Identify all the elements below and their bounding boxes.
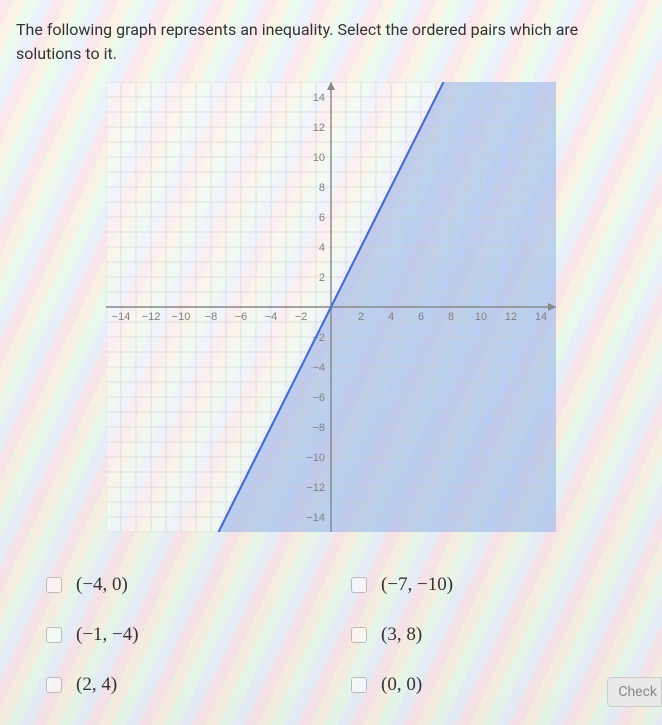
svg-text:12: 12 [313,122,325,134]
ordered-pair: (2, 4) [76,674,117,696]
option-row[interactable]: (3, 8) [351,624,616,646]
svg-text:−8: −8 [205,311,218,323]
svg-text:10: 10 [313,152,325,164]
svg-text:8: 8 [448,311,454,323]
svg-text:−4: −4 [312,362,325,374]
option-row[interactable]: (2, 4) [46,674,311,696]
checkbox-icon[interactable] [46,577,62,593]
svg-text:−12: −12 [306,482,325,494]
svg-text:−6: −6 [235,311,248,323]
svg-text:10: 10 [475,311,487,323]
ordered-pair: (0, 0) [381,674,422,696]
checkbox-icon[interactable] [351,627,367,643]
svg-text:2: 2 [358,311,364,323]
checkbox-icon[interactable] [46,627,62,643]
svg-text:4: 4 [388,311,394,323]
chart-container: −14−12−10−8−6−4−224681012141412108642−2−… [16,82,646,532]
ordered-pair: (−4, 0) [76,574,128,596]
question-text: The following graph represents an inequa… [16,18,646,66]
checkbox-icon[interactable] [351,677,367,693]
checkbox-icon[interactable] [351,577,367,593]
svg-text:−12: −12 [142,311,161,323]
option-row[interactable]: (−4, 0) [46,574,311,596]
option-row[interactable]: (−1, −4) [46,624,311,646]
checkbox-icon[interactable] [46,677,62,693]
ordered-pair: (−1, −4) [76,624,139,646]
svg-text:−6: −6 [312,392,325,404]
svg-text:−2: −2 [295,311,308,323]
svg-text:4: 4 [319,242,325,254]
option-row[interactable]: (0, 0) [351,674,616,696]
inequality-graph: −14−12−10−8−6−4−224681012141412108642−2−… [106,82,556,532]
svg-text:14: 14 [535,311,547,323]
svg-text:−10: −10 [306,452,325,464]
svg-text:6: 6 [319,212,325,224]
svg-text:6: 6 [418,311,424,323]
svg-text:−14: −14 [112,311,131,323]
ordered-pair: (−7, −10) [381,574,453,596]
svg-text:2: 2 [319,272,325,284]
answer-options: (−4, 0) (−7, −10) (−1, −4) (3, 8) (2, 4)… [16,562,646,696]
ordered-pair: (3, 8) [381,624,422,646]
svg-text:8: 8 [319,182,325,194]
svg-text:−10: −10 [172,311,191,323]
option-row[interactable]: (−7, −10) [351,574,616,596]
svg-text:−4: −4 [265,311,278,323]
svg-text:−14: −14 [306,512,325,524]
svg-text:12: 12 [505,311,517,323]
svg-text:14: 14 [313,92,325,104]
svg-text:−8: −8 [312,422,325,434]
content-area: The following graph represents an inequa… [0,0,662,714]
